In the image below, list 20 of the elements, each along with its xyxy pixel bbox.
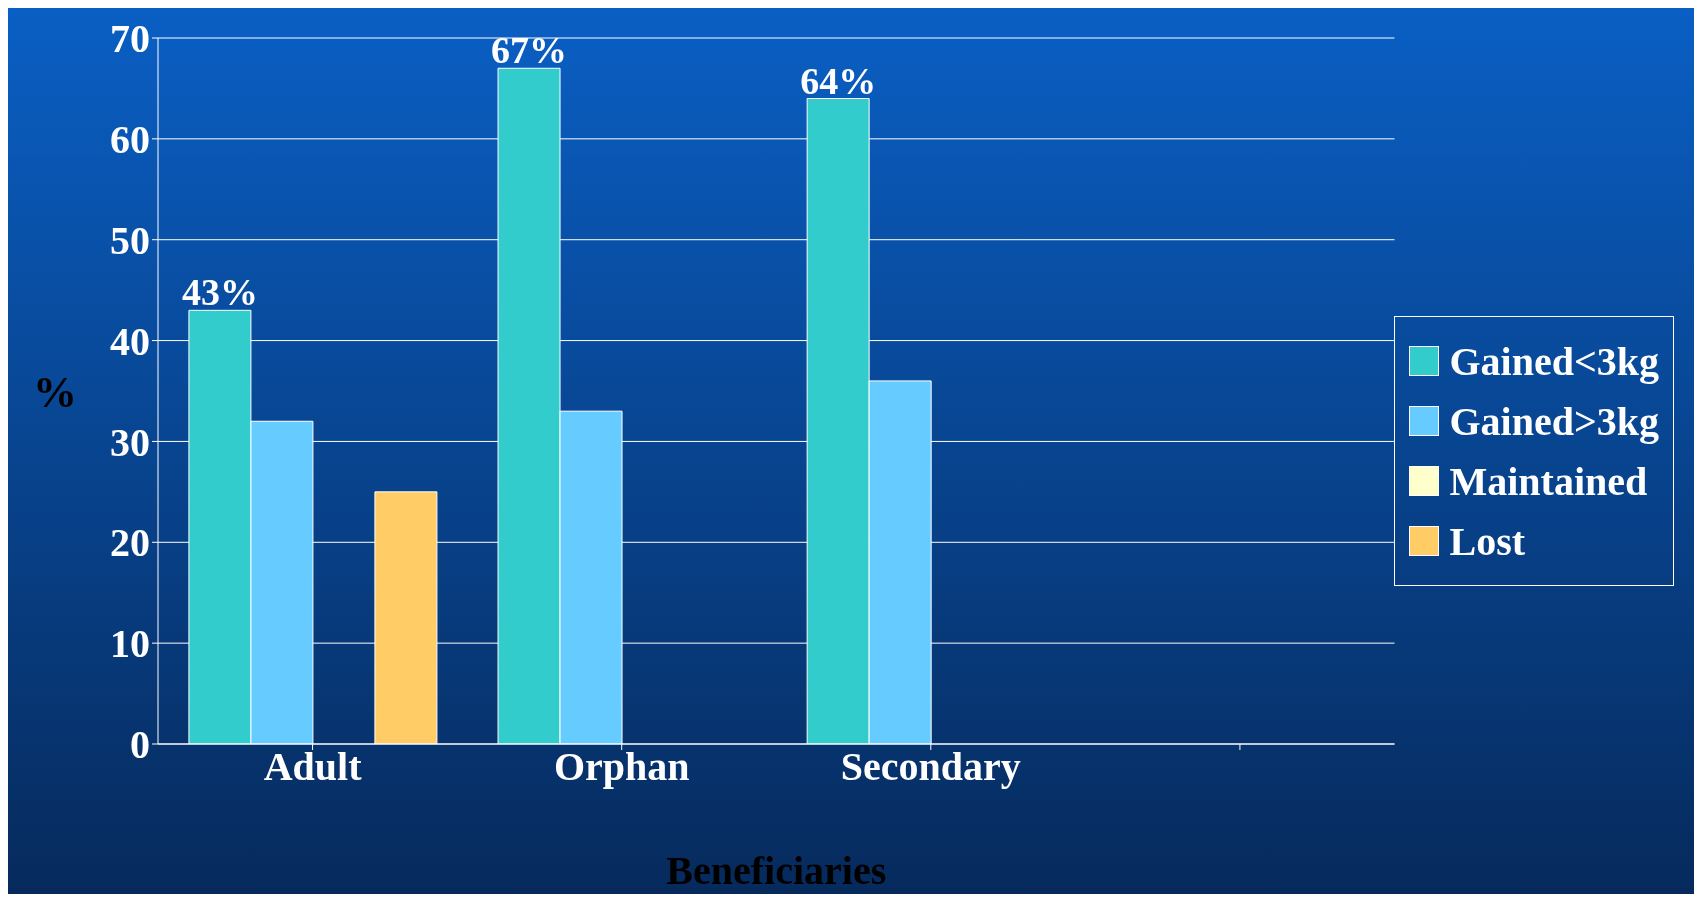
x-tick-label: Secondary [840, 744, 1021, 790]
legend-label: Maintained [1449, 457, 1648, 505]
legend-label: Gained<3kg [1449, 337, 1659, 385]
y-tick-label: 30 [110, 419, 150, 465]
legend-label: Lost [1449, 517, 1526, 565]
y-tick-label: 10 [110, 621, 150, 667]
data-label: 67% [491, 29, 568, 72]
data-label: 64% [800, 59, 877, 102]
y-tick-label: 50 [110, 217, 150, 263]
x-tick-label: Adult [263, 744, 363, 790]
y-tick-label: 40 [110, 318, 150, 364]
x-tick-label: Orphan [553, 744, 690, 790]
y-tick-label: 20 [110, 520, 150, 566]
y-tick-label: 60 [110, 117, 150, 163]
y-tick-label: 70 [110, 16, 150, 62]
data-label: 43% [181, 271, 258, 314]
y-tick-label: 0 [130, 722, 150, 768]
y-axis-title: % [33, 367, 77, 417]
x-axis-title: Beneficiaries [666, 848, 887, 893]
legend-label: Gained>3kg [1449, 397, 1659, 445]
